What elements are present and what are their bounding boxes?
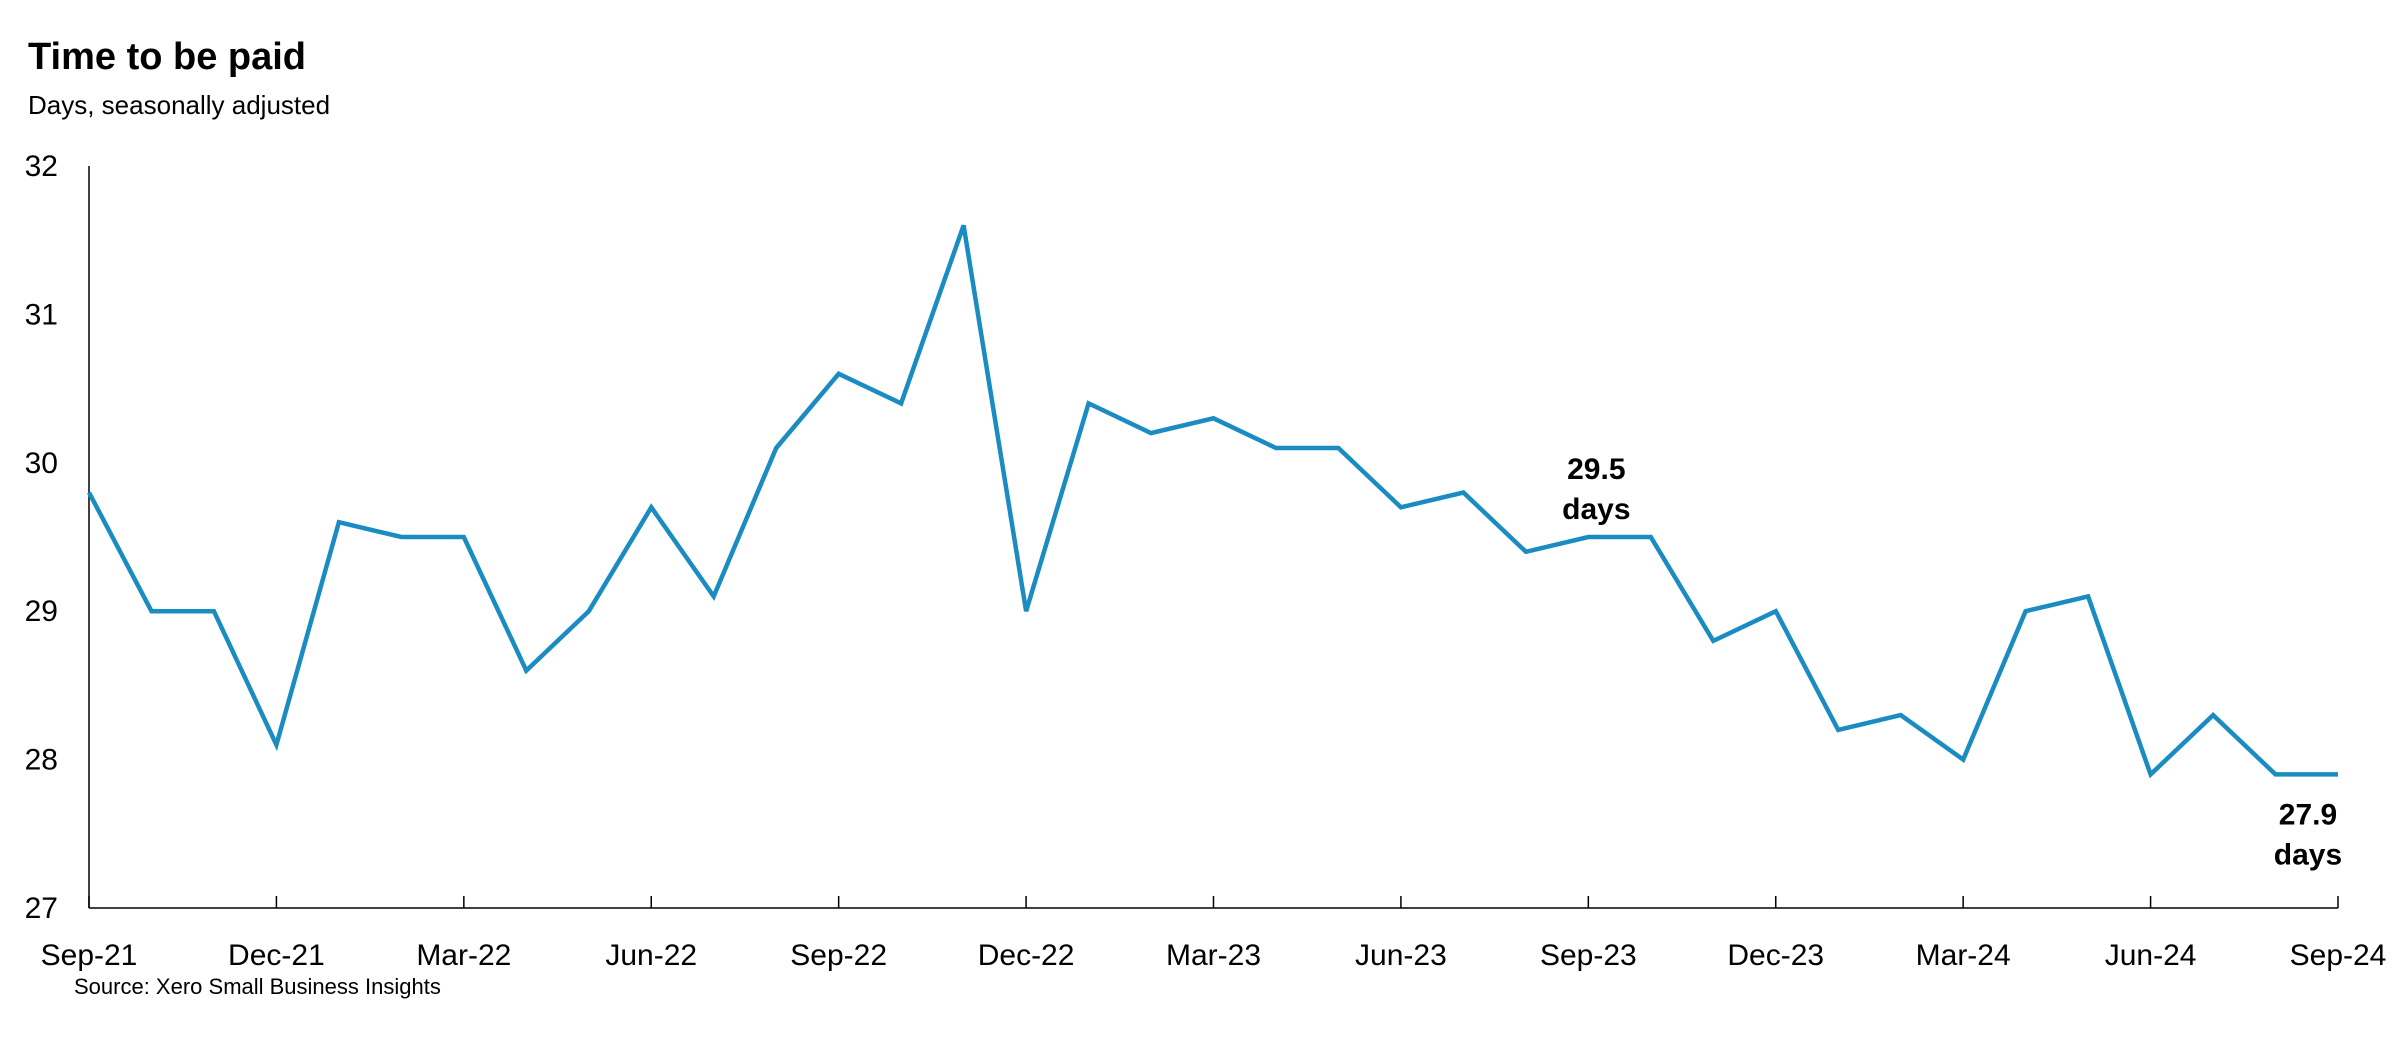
source-note: Source: Xero Small Business Insights — [74, 974, 441, 999]
chart-subtitle: Days, seasonally adjusted — [28, 90, 331, 120]
x-tick-label: Jun-22 — [605, 939, 697, 972]
x-axis: Sep-21 Dec-21 Mar-22 Jun-22 Sep-22 Dec-22 Mar-… — [41, 896, 2387, 972]
x-tick-label: Sep-23 — [1540, 939, 1637, 972]
x-tick-label: Mar-23 — [1166, 939, 1261, 972]
chart-title: Time to be paid — [28, 36, 307, 78]
y-tick-label: 27 — [25, 892, 58, 925]
y-tick-label: 31 — [25, 298, 58, 331]
x-tick-label: Jun-24 — [2105, 939, 2197, 972]
y-axis: 27 28 29 30 31 32 — [25, 150, 90, 925]
x-tick-label: Mar-22 — [416, 939, 511, 972]
annotations: 29.5 days 27.9 days — [1562, 453, 2342, 871]
y-tick-label: 30 — [25, 447, 58, 480]
y-tick-label: 32 — [25, 150, 58, 183]
x-tick-label: Sep-24 — [2290, 939, 2387, 972]
annotation-unit: days — [1562, 493, 1630, 526]
x-tick-label: Dec-23 — [1727, 939, 1824, 972]
x-tick-label: Sep-21 — [41, 939, 138, 972]
annotation-unit: days — [2274, 838, 2342, 871]
annotation-value: 29.5 — [1567, 453, 1625, 486]
x-tick-label: Dec-22 — [978, 939, 1075, 972]
x-tick-label: Dec-21 — [228, 939, 325, 972]
x-tick-label: Sep-22 — [790, 939, 887, 972]
x-tick-label: Jun-23 — [1355, 939, 1447, 972]
y-tick-label: 29 — [25, 595, 58, 628]
x-tick-label: Mar-24 — [1916, 939, 2011, 972]
annotation-value: 27.9 — [2279, 798, 2337, 831]
time-to-be-paid-line — [87, 224, 2338, 779]
y-tick-label: 28 — [25, 744, 58, 777]
